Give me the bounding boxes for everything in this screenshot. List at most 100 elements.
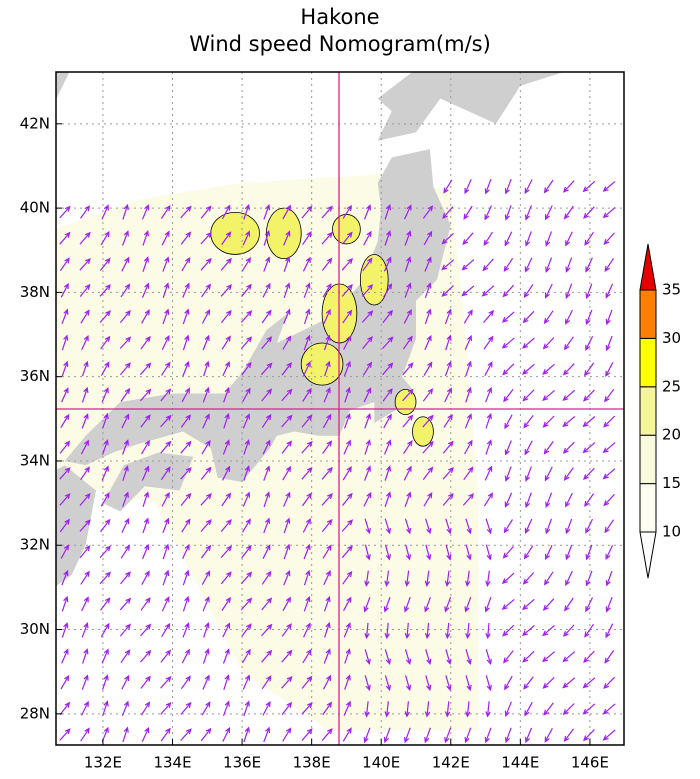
wind-arrow — [223, 386, 230, 403]
wind-arrow — [364, 701, 370, 718]
wind-arrow — [303, 622, 311, 638]
wind-arrow — [404, 256, 412, 272]
wind-arrow — [82, 648, 89, 664]
wind-arrow — [603, 415, 616, 428]
wind-arrow — [465, 675, 472, 692]
wind-arrow — [442, 440, 454, 454]
wind-arrow — [59, 205, 71, 219]
wind-arrow — [59, 466, 71, 480]
wind-arrow — [341, 231, 353, 245]
wind-arrow — [364, 622, 370, 640]
wind-arrow — [481, 285, 495, 297]
wind-arrow — [200, 257, 212, 271]
wind-arrow — [522, 389, 535, 402]
wind-arrow — [342, 309, 353, 324]
y-tick-label: 40N — [20, 199, 50, 217]
wind-arrow — [243, 203, 250, 220]
wind-arrow — [341, 545, 353, 559]
wind-arrow — [243, 726, 250, 743]
wind-arrow — [181, 387, 190, 403]
wind-arrow — [59, 493, 71, 506]
wind-arrow — [202, 334, 210, 351]
wind-arrow — [122, 491, 129, 508]
x-tick-label: 132E — [84, 754, 122, 772]
wind-arrow — [565, 492, 573, 508]
wind-arrow — [59, 231, 71, 245]
wind-arrow — [521, 363, 535, 375]
wind-arrow — [321, 728, 333, 741]
x-tick-label: 146E — [571, 754, 609, 772]
wind-arrow — [281, 675, 293, 689]
wind-arrow — [343, 360, 351, 377]
wind-arrow — [142, 543, 150, 560]
wind-arrow — [605, 309, 613, 326]
wind-arrow — [122, 439, 129, 455]
wind-arrow — [501, 572, 515, 585]
wind-arrow — [262, 700, 271, 716]
wind-arrow — [362, 257, 373, 272]
wind-arrow — [524, 179, 533, 195]
wind-arrow — [525, 205, 532, 221]
wind-arrow — [604, 257, 615, 273]
wind-arrow — [444, 701, 451, 718]
wind-arrow — [181, 648, 190, 664]
wind-arrow — [544, 728, 553, 743]
wind-arrow — [321, 231, 333, 245]
wind-arrow — [465, 701, 471, 718]
wind-arrow — [102, 412, 109, 429]
wind-arrow — [463, 309, 473, 324]
colorbar-cell — [639, 386, 657, 436]
wind-arrow — [362, 361, 373, 376]
wind-arrow — [384, 230, 392, 246]
wind-arrow — [344, 413, 351, 429]
wind-arrow — [562, 389, 576, 402]
wind-arrow — [182, 282, 190, 298]
wind-arrow — [99, 284, 111, 297]
colorbar-cell — [639, 337, 657, 388]
wind-arrow — [444, 387, 452, 403]
wind-arrow — [525, 727, 533, 744]
wind-arrow — [61, 569, 69, 586]
wind-arrow — [463, 466, 474, 481]
wind-arrow — [120, 387, 131, 402]
wind-arrow — [220, 545, 233, 558]
wind-arrow — [303, 569, 311, 586]
wind-arrow — [283, 491, 291, 507]
wind-arrow — [220, 309, 232, 324]
wind-arrow — [462, 493, 474, 506]
wind-arrow — [324, 360, 331, 377]
wind-arrow — [121, 674, 130, 690]
wind-arrow — [303, 595, 311, 612]
wind-arrow — [383, 727, 391, 744]
wind-arrow — [283, 517, 291, 534]
wind-arrow — [283, 308, 291, 324]
wind-arrow — [565, 231, 573, 247]
wind-arrow — [120, 544, 131, 559]
wind-arrow — [364, 675, 371, 692]
wind-arrow — [79, 283, 91, 297]
wind-arrow — [584, 493, 594, 508]
wind-arrow — [483, 310, 495, 323]
wind-arrow — [545, 257, 553, 273]
wind-arrow — [221, 335, 231, 350]
wind-arrow — [119, 623, 131, 637]
wind-arrow — [563, 467, 574, 481]
wind-arrow — [101, 387, 109, 403]
wind-arrow — [384, 675, 391, 692]
wind-arrow — [445, 518, 452, 535]
wind-arrow — [384, 518, 391, 535]
wind-arrow — [283, 543, 291, 560]
wind-arrow — [384, 203, 392, 220]
wind-arrow — [484, 727, 492, 744]
wind-arrow — [80, 700, 89, 716]
wind-arrow — [605, 362, 614, 378]
wind-arrow — [201, 283, 211, 298]
wind-arrow — [363, 230, 372, 246]
colorbar-label: 35 — [662, 281, 681, 299]
wind-arrow — [402, 414, 414, 428]
wind-arrow — [383, 413, 392, 429]
wind-arrow — [444, 570, 451, 587]
wind-arrow — [384, 570, 390, 587]
wind-arrow — [139, 388, 152, 402]
